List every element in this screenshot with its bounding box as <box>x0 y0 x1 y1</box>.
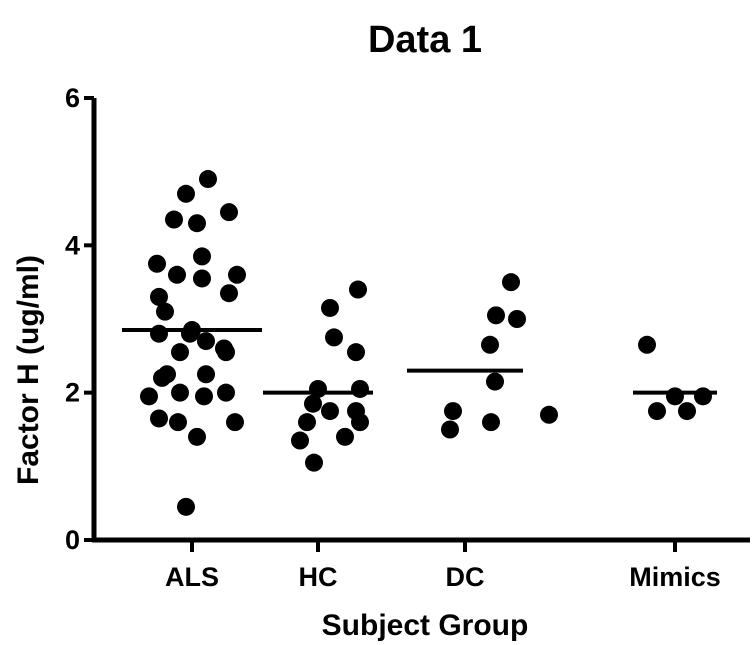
data-point-dc <box>481 336 499 354</box>
data-point-als <box>199 170 217 188</box>
data-point-mimics <box>694 387 712 405</box>
data-point-dc <box>444 402 462 420</box>
data-point-hc <box>347 343 365 361</box>
data-point-als <box>197 365 215 383</box>
data-point-hc <box>321 402 339 420</box>
y-tick-label: 6 <box>65 83 80 113</box>
x-tick-label: HC <box>299 562 338 592</box>
data-point-hc <box>304 395 322 413</box>
data-point-als <box>140 387 158 405</box>
data-point-mimics <box>666 387 684 405</box>
data-point-hc <box>351 380 369 398</box>
data-point-hc <box>321 299 339 317</box>
data-point-dc <box>487 306 505 324</box>
x-tick-label: ALS <box>165 562 219 592</box>
data-point-als <box>188 428 206 446</box>
data-point-hc <box>298 413 316 431</box>
data-point-als <box>193 269 211 287</box>
data-point-als <box>150 325 168 343</box>
data-point-als <box>169 413 187 431</box>
data-point-hc <box>336 428 354 446</box>
data-point-als <box>171 343 189 361</box>
data-point-als <box>168 266 186 284</box>
data-point-als <box>153 369 171 387</box>
data-point-als <box>188 214 206 232</box>
data-point-dc <box>441 421 459 439</box>
data-point-dc <box>482 413 500 431</box>
data-point-als <box>195 387 213 405</box>
x-axis-label: Subject Group <box>322 609 529 642</box>
data-point-dc <box>486 373 504 391</box>
data-point-als <box>217 384 235 402</box>
data-point-als <box>171 384 189 402</box>
data-point-als <box>165 211 183 229</box>
chart-title: Data 1 <box>368 19 482 61</box>
data-point-als <box>150 409 168 427</box>
data-point-als <box>181 325 199 343</box>
data-point-dc <box>540 406 558 424</box>
data-point-mimics <box>648 402 666 420</box>
data-point-als <box>220 284 238 302</box>
data-point-als <box>177 498 195 516</box>
data-point-als <box>226 413 244 431</box>
data-point-als <box>197 332 215 350</box>
data-point-als <box>177 185 195 203</box>
data-point-als <box>217 343 235 361</box>
data-point-als <box>193 247 211 265</box>
data-point-mimics <box>638 336 656 354</box>
data-point-als <box>156 303 174 321</box>
data-point-hc <box>351 413 369 431</box>
data-point-hc <box>325 328 343 346</box>
data-point-als <box>220 203 238 221</box>
x-tick-label: Mimics <box>629 562 721 592</box>
data-point-als <box>228 266 246 284</box>
y-axis-label: Factor H (ug/ml) <box>12 255 45 485</box>
y-tick-label: 4 <box>65 230 80 260</box>
data-points <box>140 170 712 516</box>
x-axis-ticks: ALS HC DC Mimics <box>165 540 721 592</box>
data-point-dc <box>508 310 526 328</box>
y-tick-label: 2 <box>65 378 80 408</box>
y-tick-label: 0 <box>65 525 80 555</box>
data-point-hc <box>305 454 323 472</box>
data-point-hc <box>291 432 309 450</box>
y-axis-ticks: 0 2 4 6 <box>65 83 94 555</box>
data-point-hc <box>349 281 367 299</box>
data-point-dc <box>502 273 520 291</box>
x-tick-label: DC <box>446 562 485 592</box>
data-point-mimics <box>678 402 696 420</box>
data-point-als <box>148 255 166 273</box>
